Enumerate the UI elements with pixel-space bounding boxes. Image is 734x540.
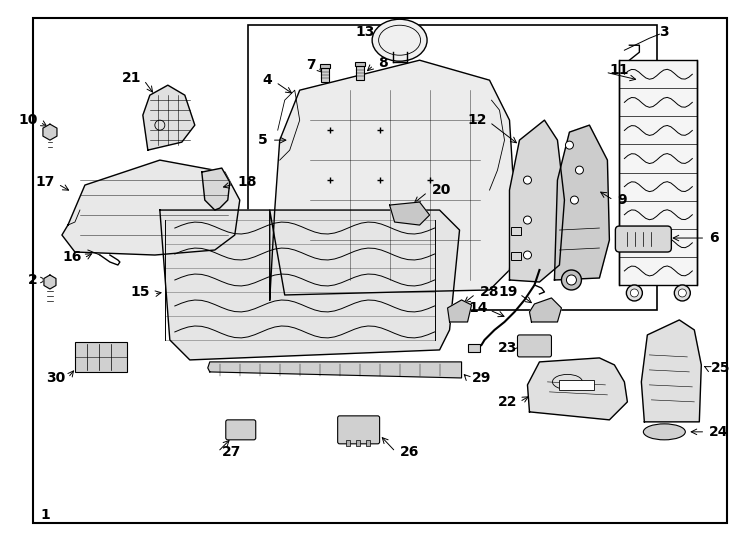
Text: 12: 12 (468, 113, 487, 127)
FancyBboxPatch shape (517, 335, 551, 357)
Text: 29: 29 (471, 371, 491, 385)
Text: 6: 6 (709, 231, 719, 245)
Polygon shape (269, 60, 515, 300)
Text: 3: 3 (660, 25, 669, 39)
Text: 25: 25 (711, 361, 731, 375)
Polygon shape (44, 275, 56, 289)
Polygon shape (554, 125, 609, 280)
Bar (355, 62, 365, 66)
Bar (366, 440, 370, 446)
Text: 26: 26 (399, 445, 419, 459)
Text: 28: 28 (479, 285, 499, 299)
Text: 1: 1 (40, 508, 50, 522)
Polygon shape (642, 320, 701, 422)
FancyBboxPatch shape (226, 420, 255, 440)
Text: 27: 27 (222, 445, 241, 459)
Circle shape (523, 251, 531, 259)
Circle shape (678, 289, 686, 297)
Text: 13: 13 (355, 25, 374, 39)
Polygon shape (448, 300, 471, 322)
Polygon shape (143, 85, 195, 150)
FancyBboxPatch shape (615, 226, 672, 252)
Text: 14: 14 (468, 301, 487, 315)
Circle shape (523, 176, 531, 184)
Bar (320, 64, 330, 68)
Text: 20: 20 (432, 183, 451, 197)
Ellipse shape (644, 424, 686, 440)
Text: 10: 10 (18, 113, 38, 127)
Circle shape (631, 289, 639, 297)
Text: 19: 19 (498, 285, 517, 299)
Circle shape (565, 141, 573, 149)
Polygon shape (43, 124, 57, 140)
Polygon shape (202, 168, 230, 210)
Text: 7: 7 (306, 58, 316, 72)
Text: 2: 2 (28, 273, 38, 287)
Polygon shape (529, 298, 562, 322)
Text: 8: 8 (377, 56, 388, 70)
Polygon shape (509, 120, 564, 282)
Text: 9: 9 (617, 193, 627, 207)
Ellipse shape (372, 19, 427, 61)
Bar (356, 66, 363, 80)
Text: 24: 24 (709, 425, 729, 439)
Circle shape (626, 285, 642, 301)
Polygon shape (160, 210, 459, 360)
Circle shape (675, 285, 690, 301)
Circle shape (523, 216, 531, 224)
Circle shape (562, 270, 581, 290)
Text: 5: 5 (258, 133, 268, 147)
Bar (468, 344, 479, 352)
Bar (75, 342, 127, 372)
Bar (512, 227, 521, 235)
FancyBboxPatch shape (338, 416, 379, 444)
Circle shape (570, 196, 578, 204)
Text: 15: 15 (131, 285, 150, 299)
Text: 11: 11 (609, 63, 629, 77)
Polygon shape (208, 362, 462, 378)
Bar (346, 440, 349, 446)
Text: 4: 4 (262, 73, 272, 87)
Text: 30: 30 (46, 371, 65, 385)
Polygon shape (390, 202, 429, 225)
Bar (321, 68, 329, 82)
Bar (248, 25, 658, 310)
Text: 17: 17 (35, 175, 55, 189)
Circle shape (575, 166, 584, 174)
Text: 16: 16 (62, 250, 82, 264)
Circle shape (567, 275, 576, 285)
Bar (559, 380, 595, 390)
Bar (512, 252, 521, 260)
Bar (619, 60, 697, 285)
Polygon shape (528, 358, 628, 420)
Bar (356, 440, 360, 446)
Text: 18: 18 (238, 175, 257, 189)
Text: 21: 21 (123, 71, 142, 85)
Text: 23: 23 (498, 341, 517, 355)
Polygon shape (62, 160, 240, 255)
Text: 22: 22 (498, 395, 517, 409)
